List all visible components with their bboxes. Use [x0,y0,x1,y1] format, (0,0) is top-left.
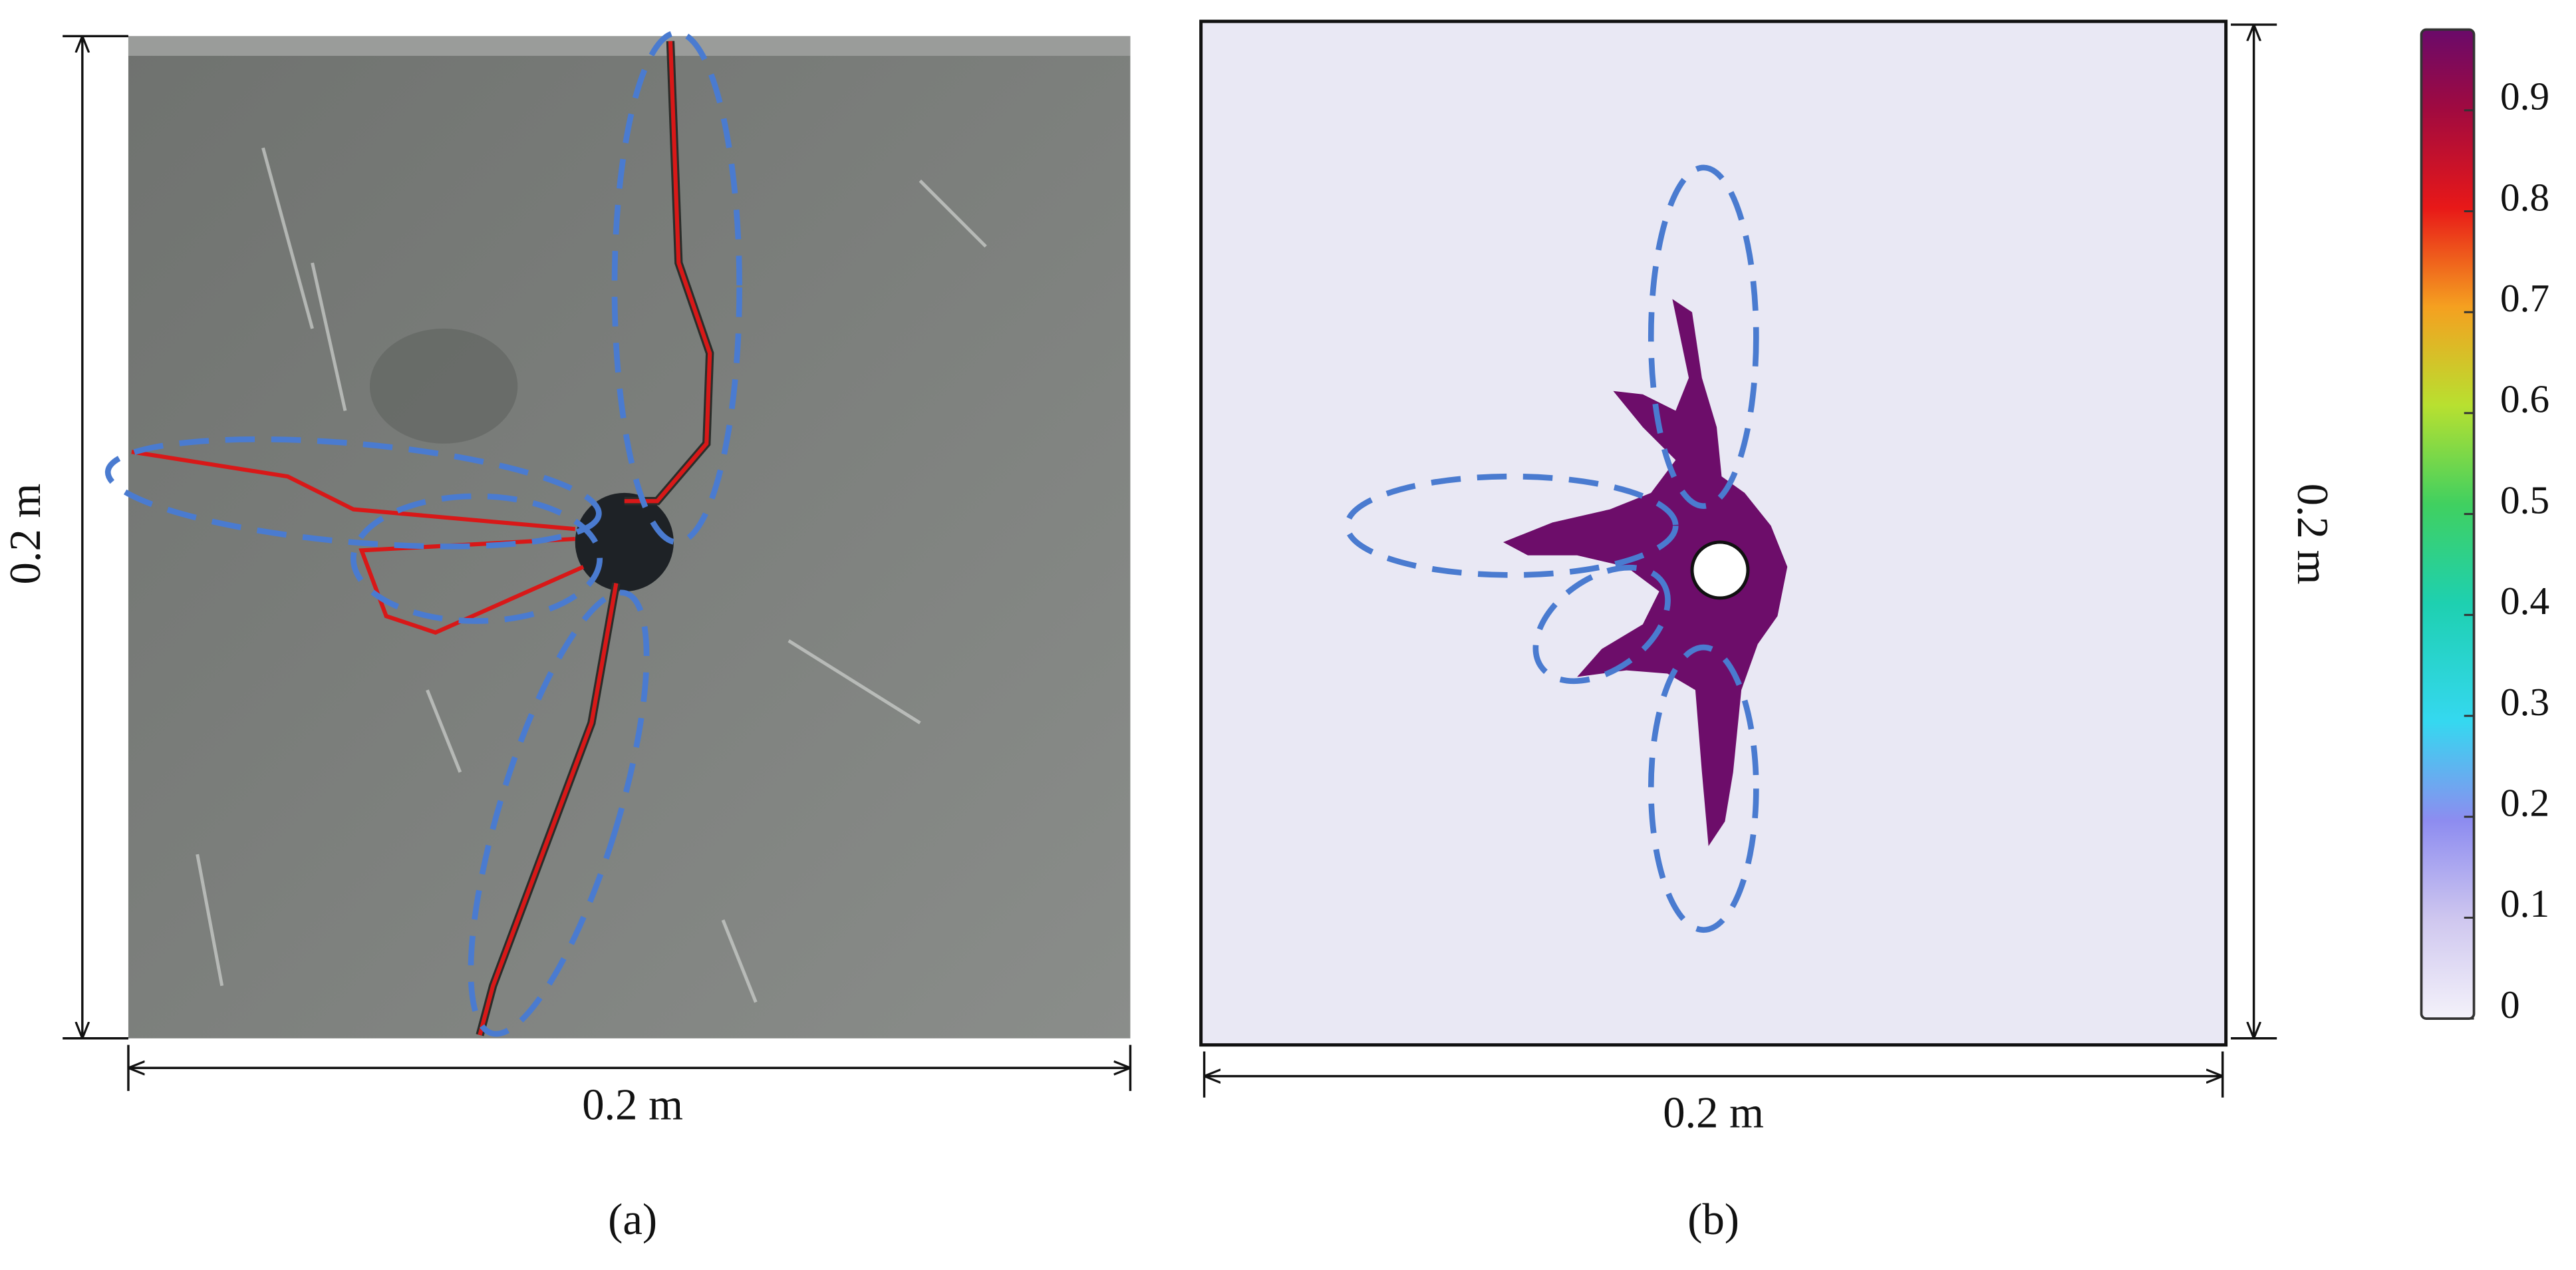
colorbar-tick-label: 0.7 [2500,276,2549,320]
crack-zone [104,436,602,550]
dimension-label: 0.2 m [1,484,50,585]
crack-trace [478,583,619,1036]
colorbar-tick-label: 0 [2500,983,2520,1027]
crack-zone [1647,644,1759,933]
dimension-label: 0.2 m [1663,1089,1764,1138]
damage-zone [1503,299,1788,846]
crack-zone [1647,164,1759,509]
colorbar-tick-label: 0.3 [2500,680,2549,724]
colorbar-tick-label: 0.8 [2500,175,2549,219]
borehole [1690,540,1750,600]
dimension-label: 0.2 m [2288,484,2337,585]
photo-panel [104,30,1131,1038]
crack-zone [468,589,650,1037]
crack-trace [358,536,585,635]
colorbar-tick-label: 0.6 [2500,377,2549,421]
colorbar [2420,28,2476,1021]
colorbar-tick-label: 0.5 [2500,478,2549,522]
colorbar-tick-label: 0.1 [2500,881,2549,925]
specimen-edge [128,36,1131,56]
crack-zone [611,30,742,546]
caption: (b) [1687,1195,1739,1244]
colorbar-tick-label: 0.2 [2500,781,2549,825]
crack-zone [1532,564,1671,685]
colorbar-tick-label: 0.9 [2500,75,2549,118]
colorbar-tick-label: 0.4 [2500,579,2549,623]
crack-trace [624,41,712,504]
stain [369,328,518,444]
crack-zone [1344,473,1679,578]
crack-trace [131,450,575,532]
borehole [575,492,674,592]
surface-scratches [196,147,987,1003]
caption: (a) [608,1195,657,1244]
dimension-label: 0.2 m [582,1080,683,1129]
simulation-panel [1199,19,2228,1047]
crack-zone [350,493,603,624]
